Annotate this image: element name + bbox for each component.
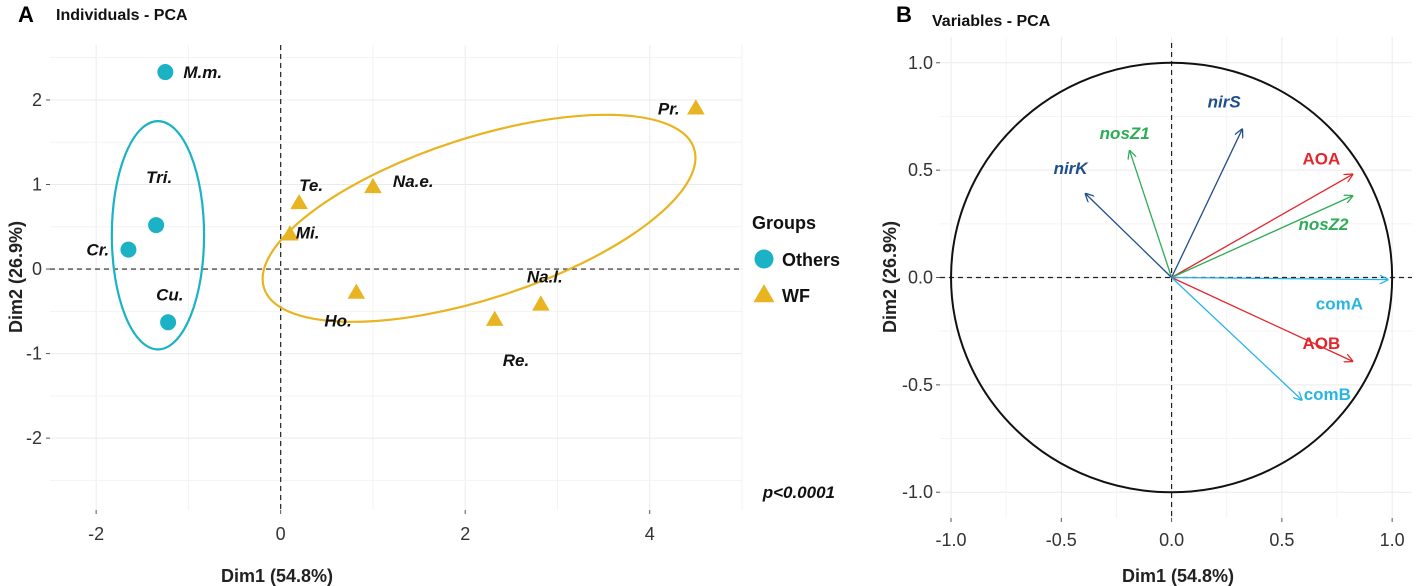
vector-arrow-nosz2 [1171,196,1353,279]
point-label-te: Te. [299,176,323,195]
point-label-m-m: M.m. [183,63,222,82]
p-value-annotation: p<0.0001 [762,483,835,502]
panel-a-title: Individuals - PCA [56,7,188,24]
x-tick-label: -0.5 [1046,530,1077,550]
panel-a-grid: -2 0 2 4 -2 -1 0 1 2 [26,45,743,544]
x-tick-label: 4 [645,524,655,544]
point-na-l [532,295,550,311]
point-cu [160,314,177,331]
panel-b-letter: B [896,2,912,27]
panel-b-grid: -1.0 -0.5 0.0 0.5 1.0 -1.0 -0.5 0.0 0.5 1.0 [902,37,1412,550]
y-tick-label: -1.0 [902,482,933,502]
point-label-cu: Cu. [156,285,183,304]
y-tick-label: -2 [26,428,42,448]
point-pr [687,99,705,115]
y-tick-label: 1 [32,175,42,195]
point-label-pr: Pr. [658,99,680,118]
point-label-tri: Tri. [146,168,172,187]
vector-arrow-nirs [1171,129,1243,278]
panel-b-y-axis-title: Dim2 (26.9%) [880,221,900,333]
point-te [290,193,308,210]
unit-circle [950,61,1394,494]
x-tick-label: 2 [460,524,470,544]
legend-marker-others [754,249,774,269]
point-mi [281,225,299,241]
point-label-ho: Ho. [324,312,351,331]
y-tick-label: 1.0 [908,53,933,73]
vector-label-aob: AOB [1302,334,1340,353]
point-cr [120,241,137,258]
panel-a-x-axis-title: Dim1 (54.8%) [221,566,333,586]
vector-label-nirs: nirS [1208,92,1242,111]
ellipse-wf [261,113,697,323]
x-tick-label: 0 [276,524,286,544]
x-tick-label: 0.0 [1159,530,1184,550]
x-tick-label: 0.5 [1269,530,1294,550]
y-tick-label: 2 [32,90,42,110]
legend-label-others: Others [782,250,840,270]
point-tri [148,217,165,234]
vector-label-nosz1: nosZ1 [1100,124,1150,143]
x-tick-label: -2 [88,524,104,544]
legend-title: Groups [752,213,816,233]
vector-arrow-aoa [1171,174,1353,279]
panel-b-title: Variables - PCA [932,13,1051,30]
y-tick-label: 0 [32,259,42,279]
y-tick-label: 0.0 [908,268,933,288]
x-tick-label: 1.0 [1380,530,1405,550]
y-tick-label: 0.5 [908,160,933,180]
legend-label-wf: WF [782,286,810,306]
vector-arrow-comb [1171,277,1302,400]
ellipse-others [110,119,206,351]
point-re [485,310,504,326]
panel-a-marks: M.m. Tri. Cr. Cu. Pr. Na.e. Te. Mi. Ho. Re. Na.l. [86,63,775,370]
point-label-cr: Cr. [86,241,109,260]
y-tick-label: -0.5 [902,375,933,395]
panel-a-y-axis-title: Dim2 (26.9%) [6,221,26,333]
vector-arrow-aob [1171,276,1353,362]
panel-b-marks: nirS nosZ1 nirK AOA nosZ2 comA AOB comB [950,61,1394,494]
legend-marker-wf [753,284,775,303]
vector-arrow-nosz1 [1130,151,1173,278]
panel-a-letter: A [18,2,34,27]
vector-label-coma: comA [1316,295,1363,314]
vector-label-aoa: AOA [1302,149,1340,168]
legend: Groups Others WF [752,213,840,306]
point-label-na-l: Na.l. [527,268,563,287]
vector-label-nirk: nirK [1054,159,1090,178]
point-label-re: Re. [503,351,529,370]
point-label-mi: Mi. [296,223,320,242]
vector-label-nosz2: nosZ2 [1298,215,1349,234]
x-tick-label: -1.0 [936,530,967,550]
point-na-e [364,177,382,194]
point-label-na-e: Na.e. [393,172,434,191]
point-m-m [157,64,174,81]
point-ho [347,283,366,299]
vector-arrow-nirk [1086,194,1173,278]
y-tick-label: -1 [26,344,42,364]
vector-label-comb: comB [1304,385,1351,404]
panel-b-x-axis-title: Dim1 (54.8%) [1122,566,1234,586]
vector-arrow-coma [1171,278,1388,280]
